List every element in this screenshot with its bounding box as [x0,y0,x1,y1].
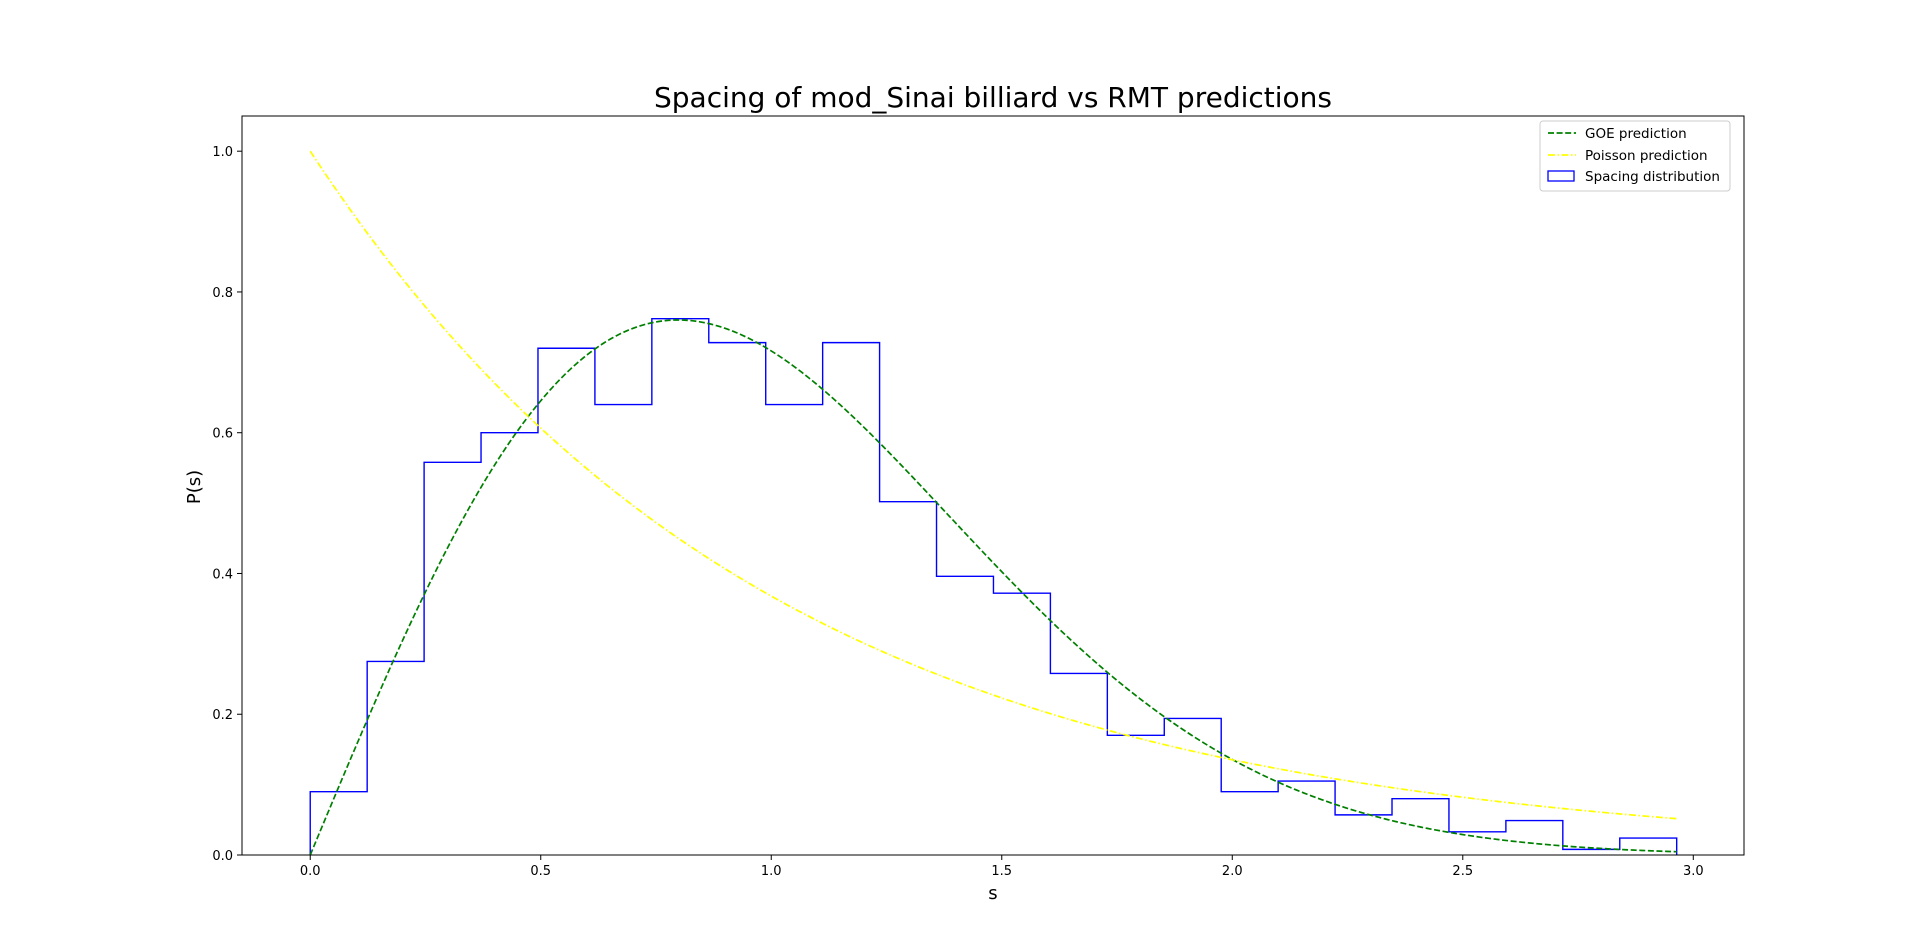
y-axis-label: P(s) [184,470,205,504]
x-tick-label: 0.0 [300,864,321,879]
y-tick-label: 0.8 [212,286,233,301]
x-tick-label: 3.0 [1683,864,1704,879]
x-tick-label: 2.0 [1222,864,1243,879]
legend-histogram-patch [1547,170,1575,182]
x-tick-label: 1.0 [761,864,782,879]
poisson-prediction-curve [309,150,1677,820]
y-tick-label: 0.4 [212,567,233,582]
axes-frame [241,115,1745,856]
x-tick-label: 1.5 [991,864,1012,879]
legend-poisson-label: Poisson prediction [1585,148,1708,164]
plot-area: 0.0 0.5 1.0 1.5 2.0 2.5 3.0 0.0 0.2 0.4 0.6 0.8 1.0 [212,115,1745,879]
y-tick-label: 0.0 [212,849,233,864]
y-tick-label: 0.2 [212,708,233,723]
legend-goe-label: GOE prediction [1585,126,1687,142]
legend-histogram-label: Spacing distribution [1585,169,1720,185]
x-tick-label: 2.5 [1452,864,1473,879]
legend: GOE prediction Poisson prediction Spacin… [1539,120,1731,192]
y-tick-label: 1.0 [212,145,233,160]
y-tick-label: 0.6 [212,427,233,442]
x-tick-label: 0.5 [530,864,551,879]
x-axis-label: s [988,883,997,904]
histogram-spacing-distribution [309,317,1678,855]
chart-title: Spacing of mod_Sinai billiard vs RMT pre… [654,81,1332,114]
legend-frame [1539,120,1731,192]
